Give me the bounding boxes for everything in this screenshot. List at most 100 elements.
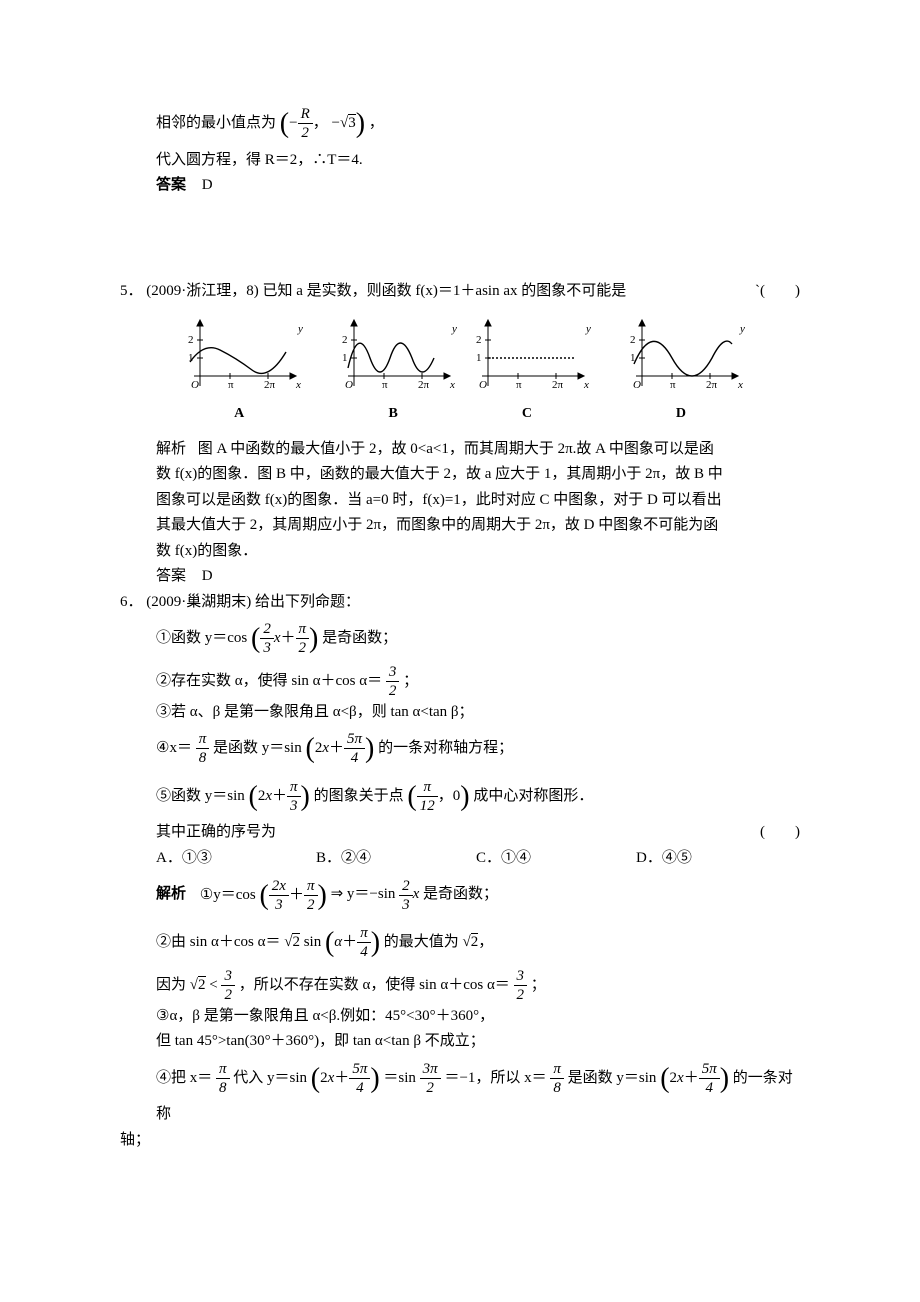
stmt-4-mid: 是函数 y＝sin bbox=[213, 740, 302, 756]
svg-text:2: 2 bbox=[476, 334, 482, 346]
chart-label-D: D bbox=[616, 402, 746, 426]
svg-text:x: x bbox=[583, 379, 589, 391]
explain-text: 数 f(x)的图象．图 B 中，函数的最大值大于 2，故 a 应大于 1，其周期… bbox=[156, 462, 800, 488]
explain-1-mid: y＝−sin bbox=[347, 887, 395, 903]
math-frac: π8 bbox=[196, 730, 210, 767]
stmt-5-suf: 成中心对称图形． bbox=[473, 788, 593, 804]
explain-1-suf: 是奇函数； bbox=[423, 887, 498, 903]
svg-text:O: O bbox=[345, 379, 353, 391]
arrow-icon: ⇒ bbox=[331, 887, 344, 903]
svg-text:2: 2 bbox=[188, 334, 194, 346]
math-expr: (π12，0) bbox=[407, 788, 473, 804]
math-expr: (2x＋π3) bbox=[249, 788, 314, 804]
svg-text:x: x bbox=[737, 379, 743, 391]
explain-label: 解析 bbox=[156, 441, 186, 457]
math-expr: (2x＋5π4) bbox=[305, 740, 378, 756]
explain-6-c: 是函数 y＝sin bbox=[568, 1070, 657, 1086]
math-frac: π8 bbox=[216, 1060, 230, 1097]
explain-text: 其最大值大于 2，其周期应小于 2π，而图象中的周期大于 2π，故 D 中图象不… bbox=[156, 513, 800, 539]
svg-text:2π: 2π bbox=[552, 379, 564, 391]
chart-C: 1 2 y π 2π x O C bbox=[462, 314, 592, 426]
explain-6-b: 代入 y＝sin bbox=[233, 1070, 307, 1086]
explain-text: 图象可以是函数 f(x)的图象．当 a=0 时，f(x)=1，此时对应 C 中图… bbox=[156, 488, 800, 514]
stmt-2-suf: ； bbox=[403, 673, 418, 689]
explain-3-mid: ，所以不存在实数 α，使得 sin α＋cos α＝ bbox=[239, 977, 510, 993]
svg-text:1: 1 bbox=[342, 352, 348, 364]
svg-text:π: π bbox=[670, 379, 676, 391]
question-ask: 其中正确的序号为 bbox=[156, 820, 276, 846]
explain-5: 但 tan 45°>tan(30°＋360°)，即 tan α<tan β 不成… bbox=[156, 1029, 800, 1055]
answer-blank: `( ) bbox=[755, 279, 800, 305]
math-root: √2 bbox=[284, 933, 300, 950]
svg-text:y: y bbox=[585, 323, 591, 335]
svg-text:π: π bbox=[516, 379, 522, 391]
question-number: 6． bbox=[120, 594, 143, 610]
math-expr: (23x＋π2) bbox=[251, 630, 322, 646]
question-stem: 给出下列命题： bbox=[255, 594, 360, 610]
line-text: 相邻的最小值点为 bbox=[156, 115, 276, 131]
explain-6-eq2: ＝−1，所以 x＝ bbox=[444, 1070, 546, 1086]
answer-label: 答案 bbox=[156, 177, 186, 193]
chart-D: 1 2 y π 2π x O D bbox=[616, 314, 746, 426]
math-frac: 32 bbox=[221, 967, 235, 1004]
svg-text:2: 2 bbox=[630, 334, 636, 346]
stmt-4-suf: 的一条对称轴方程； bbox=[378, 740, 513, 756]
math-root: √2 bbox=[463, 933, 479, 950]
svg-text:y: y bbox=[451, 323, 457, 335]
svg-text:2π: 2π bbox=[706, 379, 718, 391]
answer-label: 答案 bbox=[156, 568, 186, 584]
stmt-1-suf: 是奇函数； bbox=[322, 630, 397, 646]
lt-sign: < bbox=[209, 977, 217, 993]
svg-text:π: π bbox=[228, 379, 234, 391]
explain-label: 解析 bbox=[156, 887, 186, 903]
stmt-3: ③若 α、β 是第一象限角且 α<β，则 tan α<tan β； bbox=[156, 700, 800, 726]
math-x: x bbox=[413, 887, 420, 903]
math-expr: (−R2， −√3) bbox=[280, 115, 369, 131]
option-A: A．①③ bbox=[156, 846, 316, 872]
explain-3-suf: ； bbox=[531, 977, 546, 993]
math-frac: 32 bbox=[514, 967, 528, 1004]
question-stem: 已知 a 是实数，则函数 f(x)＝1＋asin ax 的图象不可能是 bbox=[263, 283, 627, 299]
svg-text:2π: 2π bbox=[264, 379, 276, 391]
svg-text:O: O bbox=[479, 379, 487, 391]
svg-text:2π: 2π bbox=[418, 379, 430, 391]
question-source: (2009·巢湖期末) bbox=[146, 594, 251, 610]
svg-text:1: 1 bbox=[476, 352, 482, 364]
svg-text:π: π bbox=[382, 379, 388, 391]
answer-value: D bbox=[202, 568, 213, 584]
svg-text:y: y bbox=[739, 323, 745, 335]
explain-3: 因为 bbox=[156, 977, 186, 993]
line-text: 代入圆方程，得 R＝2，∴T＝4. bbox=[156, 152, 363, 168]
explain-text: 数 f(x)的图象． bbox=[156, 539, 800, 565]
chart-B: 1 2 y π 2π x O B bbox=[328, 314, 458, 426]
explain-2-end: ， bbox=[478, 934, 493, 950]
math-frac: π8 bbox=[550, 1060, 564, 1097]
explain-text: 图 A 中函数的最大值小于 2，故 0<a<1，而其周期大于 2π.故 A 中图… bbox=[198, 441, 714, 457]
explain-4: ③α，β 是第一象限角且 α<β.例如：45°<30°＋360°， bbox=[156, 1004, 800, 1030]
question-number: 5． bbox=[120, 283, 143, 299]
math-root: √2 bbox=[190, 976, 206, 993]
stmt-5: ⑤函数 y＝sin bbox=[156, 788, 245, 804]
option-B: B．②④ bbox=[316, 846, 476, 872]
explain-2-suf: 的最大值为 bbox=[384, 934, 459, 950]
math-frac: 23 bbox=[399, 877, 413, 914]
explain-2-mid: sin bbox=[304, 934, 322, 950]
math-frac: 32 bbox=[386, 663, 400, 700]
explain-6-eq: ＝sin bbox=[383, 1070, 416, 1086]
math-expr: (2x＋5π4) bbox=[311, 1070, 384, 1086]
stmt-4: ④x＝ bbox=[156, 740, 192, 756]
explain-1: ①y＝cos bbox=[200, 887, 256, 903]
chart-label-B: B bbox=[328, 402, 458, 426]
chart-A: 1 2 y π 2π x O A bbox=[174, 314, 304, 426]
svg-text:O: O bbox=[191, 379, 199, 391]
math-expr: (α＋π4) bbox=[325, 934, 384, 950]
chart-label-C: C bbox=[462, 402, 592, 426]
question-source: (2009·浙江理，8) bbox=[146, 283, 259, 299]
stmt-2: ②存在实数 α，使得 sin α＋cos α＝ bbox=[156, 673, 382, 689]
svg-text:x: x bbox=[449, 379, 455, 391]
charts-container: 1 2 y π 2π x O A bbox=[120, 310, 800, 427]
chart-label-A: A bbox=[174, 402, 304, 426]
math-frac: 3π2 bbox=[420, 1060, 441, 1097]
explain-2: ②由 sin α＋cos α＝ bbox=[156, 934, 280, 950]
option-C: C．①④ bbox=[476, 846, 636, 872]
